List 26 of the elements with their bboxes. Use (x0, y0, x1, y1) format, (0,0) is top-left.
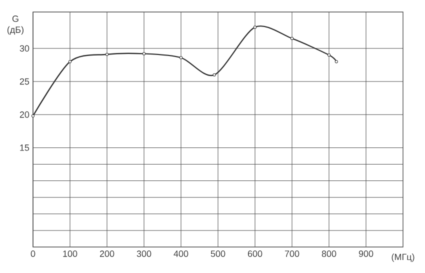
y-tick-label: 30 (20, 45, 30, 52)
point (105, 52, 109, 56)
x-axis-title: (МГц) (392, 254, 414, 262)
x-tick-label: 200 (100, 250, 114, 257)
x-tick-label: 700 (284, 250, 300, 257)
x-tick-label: 500 (210, 250, 226, 257)
point (290, 36, 294, 40)
point (31, 114, 35, 118)
point (68, 60, 72, 64)
point (179, 56, 183, 60)
y-tick-label: 25 (20, 78, 30, 85)
y-tick-label: 15 (20, 144, 30, 151)
point (334, 60, 338, 64)
x-tick-label: 600 (248, 250, 262, 257)
point (212, 73, 216, 76)
x-tick-label: 400 (174, 250, 188, 257)
x-tick-label: 300 (136, 250, 152, 257)
y-axis-title: G (дБ) (7, 16, 24, 35)
x-tick-label: 900 (358, 250, 374, 257)
x-tick-label: 100 (63, 250, 78, 257)
point (327, 53, 331, 57)
x-tick-label: 800 (322, 250, 336, 257)
point (253, 26, 257, 29)
y-tick-label: 20 (20, 111, 30, 118)
point (142, 52, 146, 56)
x-tick-label: 0 (30, 250, 36, 257)
